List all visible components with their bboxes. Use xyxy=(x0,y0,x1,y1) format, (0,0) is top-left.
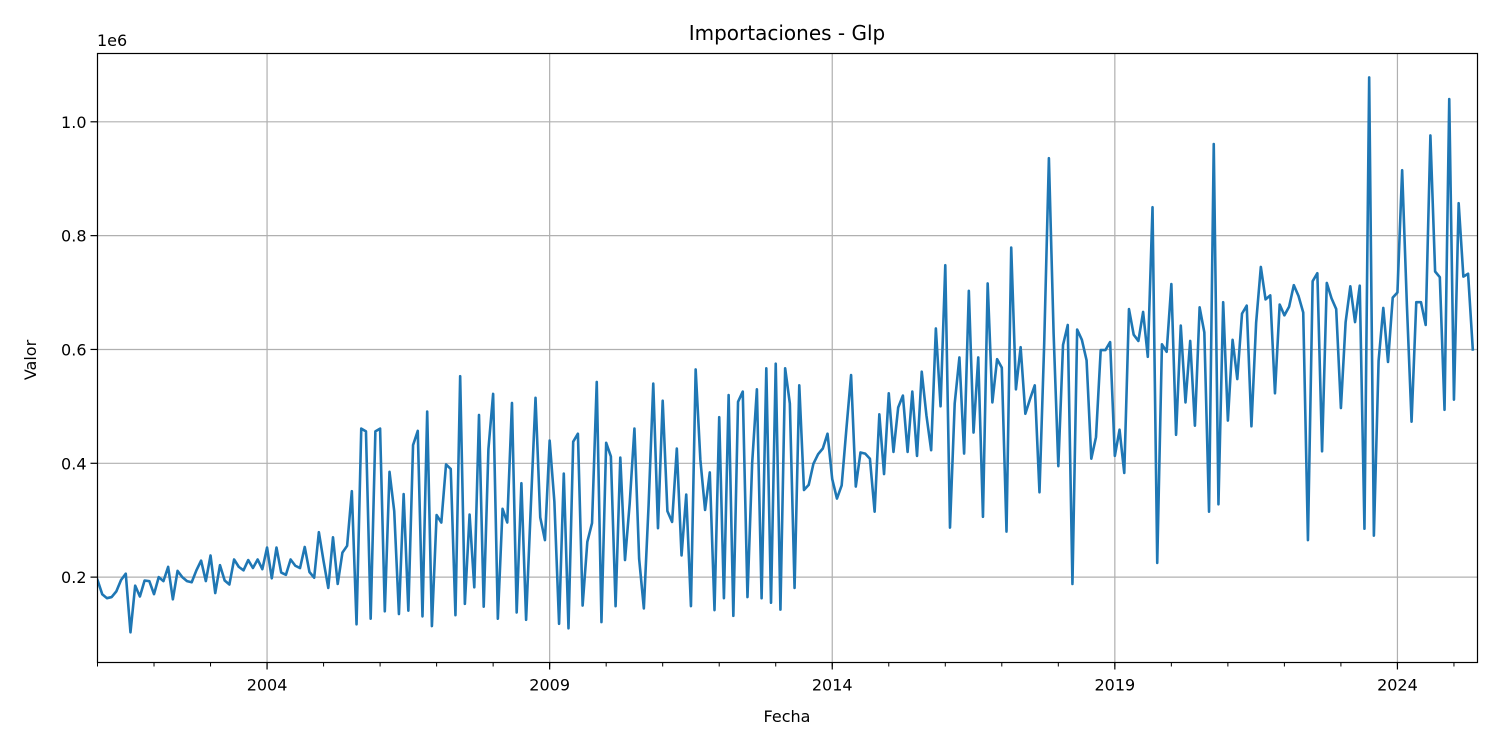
x-tick-label: 2009 xyxy=(529,676,570,695)
y-axis-offset-label: 1e6 xyxy=(97,31,127,50)
x-tick-label: 2014 xyxy=(812,676,853,695)
y-tick-label: 0.2 xyxy=(61,568,86,587)
y-tick-label: 0.8 xyxy=(61,227,86,246)
y-axis-label: Valor xyxy=(21,339,40,380)
y-axis: 0.2 0.4 0.6 0.8 1.0 xyxy=(61,113,98,587)
x-axis-label: Fecha xyxy=(764,707,811,726)
plot-frame xyxy=(96,52,1479,664)
series-layer xyxy=(97,76,1475,634)
grid-lines xyxy=(97,53,1478,663)
y-tick-label: 0.4 xyxy=(61,454,86,473)
x-axis: 2004 2009 2014 2019 2024 xyxy=(97,662,1455,695)
y-tick-label: 0.6 xyxy=(61,340,86,359)
chart-title: Importaciones - Glp xyxy=(689,21,886,45)
series-line xyxy=(97,76,1475,634)
x-tick-label: 2019 xyxy=(1094,676,1135,695)
y-tick-label: 1.0 xyxy=(61,113,86,132)
x-tick-label: 2004 xyxy=(247,676,288,695)
x-tick-label: 2024 xyxy=(1377,676,1418,695)
